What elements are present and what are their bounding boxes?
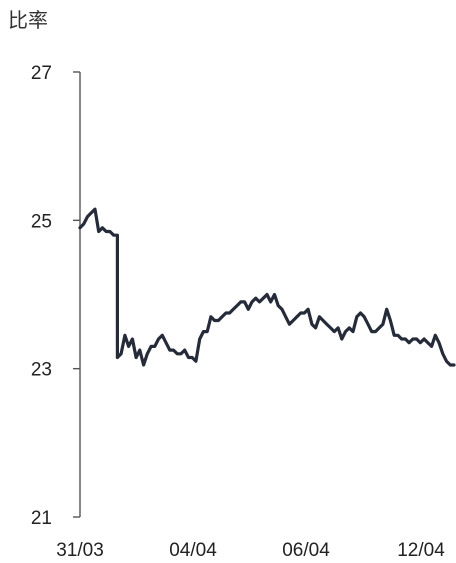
x-tick-label: 04/04 [169, 540, 217, 561]
y-tick-label: 23 [31, 360, 52, 381]
x-tick-labels: 31/03 04/04 06/04 12/04 [56, 540, 445, 561]
y-tick-labels: 21 23 25 27 [31, 63, 52, 529]
plot-area [78, 207, 456, 367]
series-line [78, 207, 456, 367]
x-tick-label: 12/04 [397, 540, 445, 561]
y-axis-label: 比率 [8, 9, 48, 32]
y-tick-label: 25 [31, 211, 52, 232]
y-tick-label: 27 [31, 63, 52, 84]
axes [73, 71, 81, 518]
x-tick-label: 31/03 [56, 540, 104, 561]
x-tick-label: 06/04 [282, 540, 330, 561]
y-tick-label: 21 [31, 508, 52, 529]
